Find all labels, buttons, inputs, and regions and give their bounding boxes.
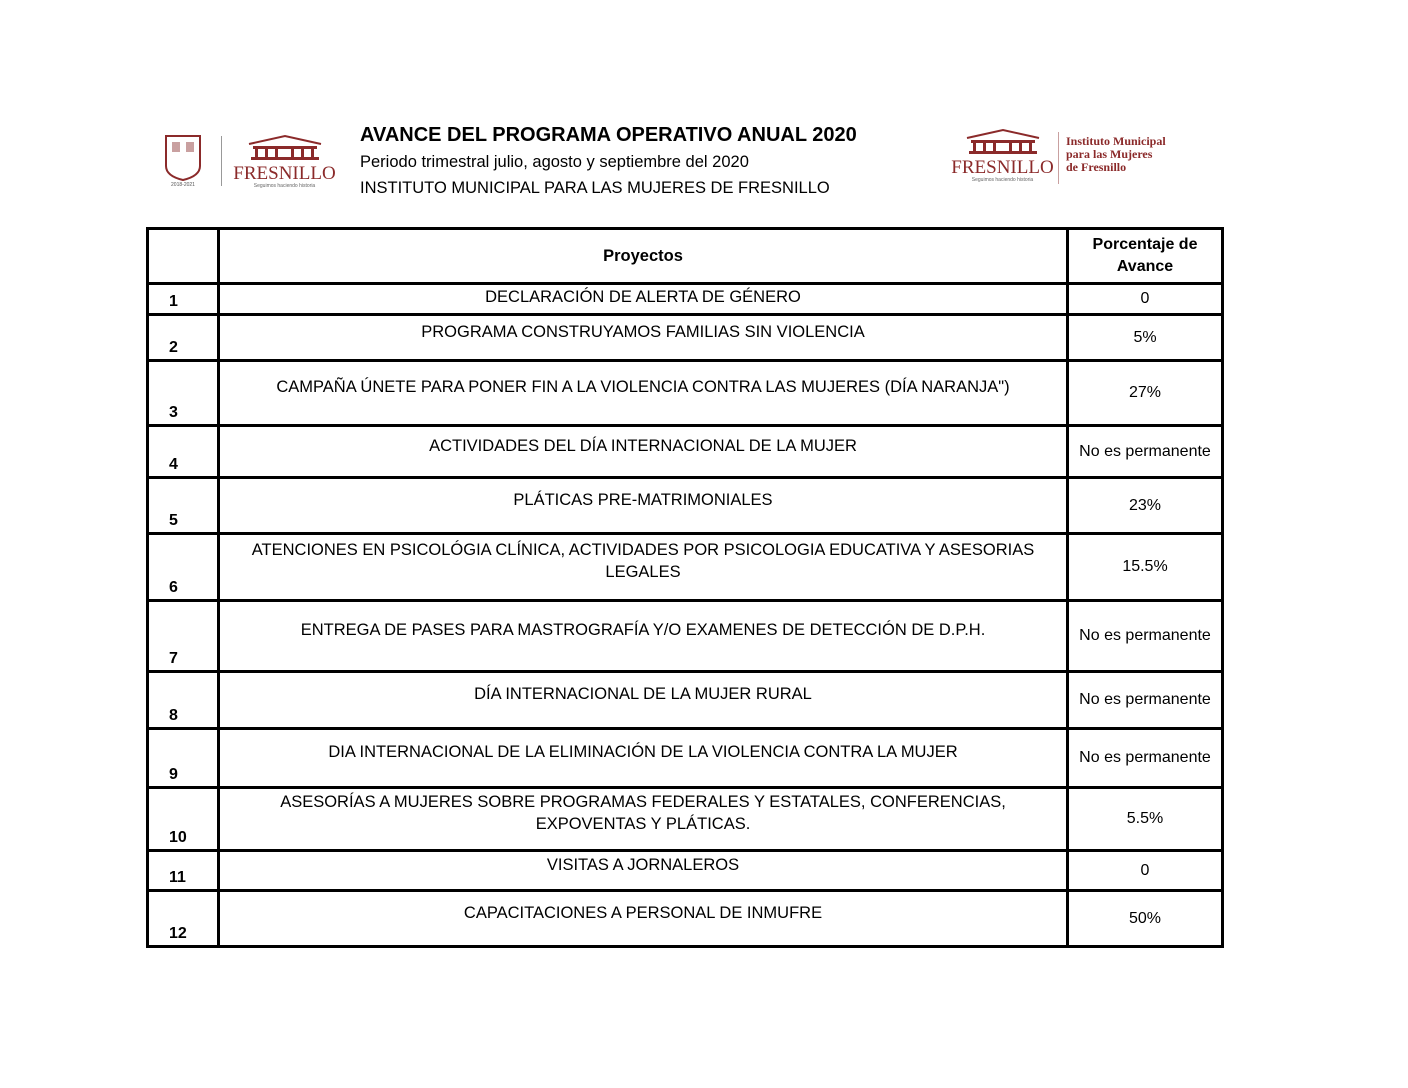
svg-text:2018-2021: 2018-2021 [171, 182, 195, 188]
row-number: 12 [146, 889, 220, 948]
table-row: 2 PROGRAMA CONSTRUYAMOS FAMILIAS SIN VIOL… [146, 313, 1224, 362]
row-number: 10 [146, 786, 220, 852]
table-row: 5 PLÁTICAS PRE-MATRIMONIALES 23% [146, 476, 1224, 535]
row-number: 9 [146, 727, 220, 789]
row-number: 2 [146, 313, 220, 362]
progress-percentage: 27% [1066, 359, 1224, 427]
progress-percentage: No es permanente [1066, 599, 1224, 673]
table-row: 10 ASESORÍAS A MUJERES SOBRE PROGRAMAS FE… [146, 786, 1224, 852]
row-number: 5 [146, 476, 220, 535]
table-row: 7 ENTREGA DE PASES PARA MASTROGRAFÍA Y/O … [146, 599, 1224, 673]
project-name: DECLARACIÓN DE ALERTA DE GÉNERO [217, 282, 1069, 316]
projects-table: Proyectos Porcentaje de Avance 1 DECLARAC… [146, 227, 1224, 948]
progress-percentage: No es permanente [1066, 727, 1224, 789]
fresnillo-logo-right: FRESNILLO Seguimos haciendo historia [950, 128, 1055, 188]
row-number: 11 [146, 849, 220, 892]
project-name: CAMPAÑA ÚNETE PARA PONER FIN A LA VIOLEN… [217, 359, 1069, 427]
progress-percentage: 0 [1066, 849, 1224, 892]
progress-percentage: No es permanente [1066, 424, 1224, 479]
progress-percentage: 50% [1066, 889, 1224, 948]
municipal-seal-logo: 2018-2021 [160, 132, 206, 188]
table-row: 9 DIA INTERNACIONAL DE LA ELIMINACIÓN DE … [146, 727, 1224, 789]
project-name: DÍA INTERNACIONAL DE LA MUJER RURAL [217, 670, 1069, 730]
row-number: 8 [146, 670, 220, 730]
logo-divider [1058, 132, 1059, 184]
row-number: 1 [146, 282, 220, 316]
header-percentage: Porcentaje de Avance [1066, 227, 1224, 285]
progress-percentage: No es permanente [1066, 670, 1224, 730]
table-row: 12 CAPACITACIONES A PERSONAL DE INMUFRE 50… [146, 889, 1224, 948]
fresnillo-logo-left: FRESNILLO Seguimos haciendo historia [232, 134, 337, 190]
progress-percentage: 5% [1066, 313, 1224, 362]
project-name: CAPACITACIONES A PERSONAL DE INMUFRE [217, 889, 1069, 948]
project-name: DIA INTERNACIONAL DE LA ELIMINACIÓN DE L… [217, 727, 1069, 789]
table-row: 4 ACTIVIDADES DEL DÍA INTERNACIONAL DE LA… [146, 424, 1224, 479]
period-subtitle: Periodo trimestral julio, agosto y septi… [360, 153, 749, 171]
institute-name-logo: Instituto Municipal para las Mujeres de … [1066, 134, 1166, 174]
row-number: 7 [146, 599, 220, 673]
institution-subtitle: INSTITUTO MUNICIPAL PARA LAS MUJERES DE … [360, 179, 830, 197]
table-row: 1 DECLARACIÓN DE ALERTA DE GÉNERO 0 [146, 282, 1224, 316]
project-name: ASESORÍAS A MUJERES SOBRE PROGRAMAS FEDE… [217, 786, 1069, 852]
row-number: 4 [146, 424, 220, 479]
progress-percentage: 15.5% [1066, 532, 1224, 602]
row-number: 6 [146, 532, 220, 602]
page-title: AVANCE DEL PROGRAMA OPERATIVO ANUAL 2020 [360, 124, 857, 146]
progress-percentage: 5.5% [1066, 786, 1224, 852]
project-name: ENTREGA DE PASES PARA MASTROGRAFÍA Y/O E… [217, 599, 1069, 673]
table-header-row: Proyectos Porcentaje de Avance [146, 227, 1224, 285]
progress-percentage: 23% [1066, 476, 1224, 535]
project-name: ATENCIONES EN PSICOLÓGIA CLÍNICA, ACTIVI… [217, 532, 1069, 602]
project-name: ACTIVIDADES DEL DÍA INTERNACIONAL DE LA … [217, 424, 1069, 479]
table-row: 6 ATENCIONES EN PSICOLÓGIA CLÍNICA, ACTIV… [146, 532, 1224, 602]
project-name: PLÁTICAS PRE-MATRIMONIALES [217, 476, 1069, 535]
logo-divider [221, 136, 222, 186]
row-number: 3 [146, 359, 220, 427]
header-projects: Proyectos [217, 227, 1069, 285]
table-row: 11 VISITAS A JORNALEROS 0 [146, 849, 1224, 892]
progress-percentage: 0 [1066, 282, 1224, 316]
project-name: VISITAS A JORNALEROS [217, 849, 1069, 892]
table-row: 8 DÍA INTERNACIONAL DE LA MUJER RURAL No e… [146, 670, 1224, 730]
table-row: 3 CAMPAÑA ÚNETE PARA PONER FIN A LA VIOLE… [146, 359, 1224, 427]
header-number [146, 227, 220, 285]
project-name: PROGRAMA CONSTRUYAMOS FAMILIAS SIN VIOLE… [217, 313, 1069, 362]
